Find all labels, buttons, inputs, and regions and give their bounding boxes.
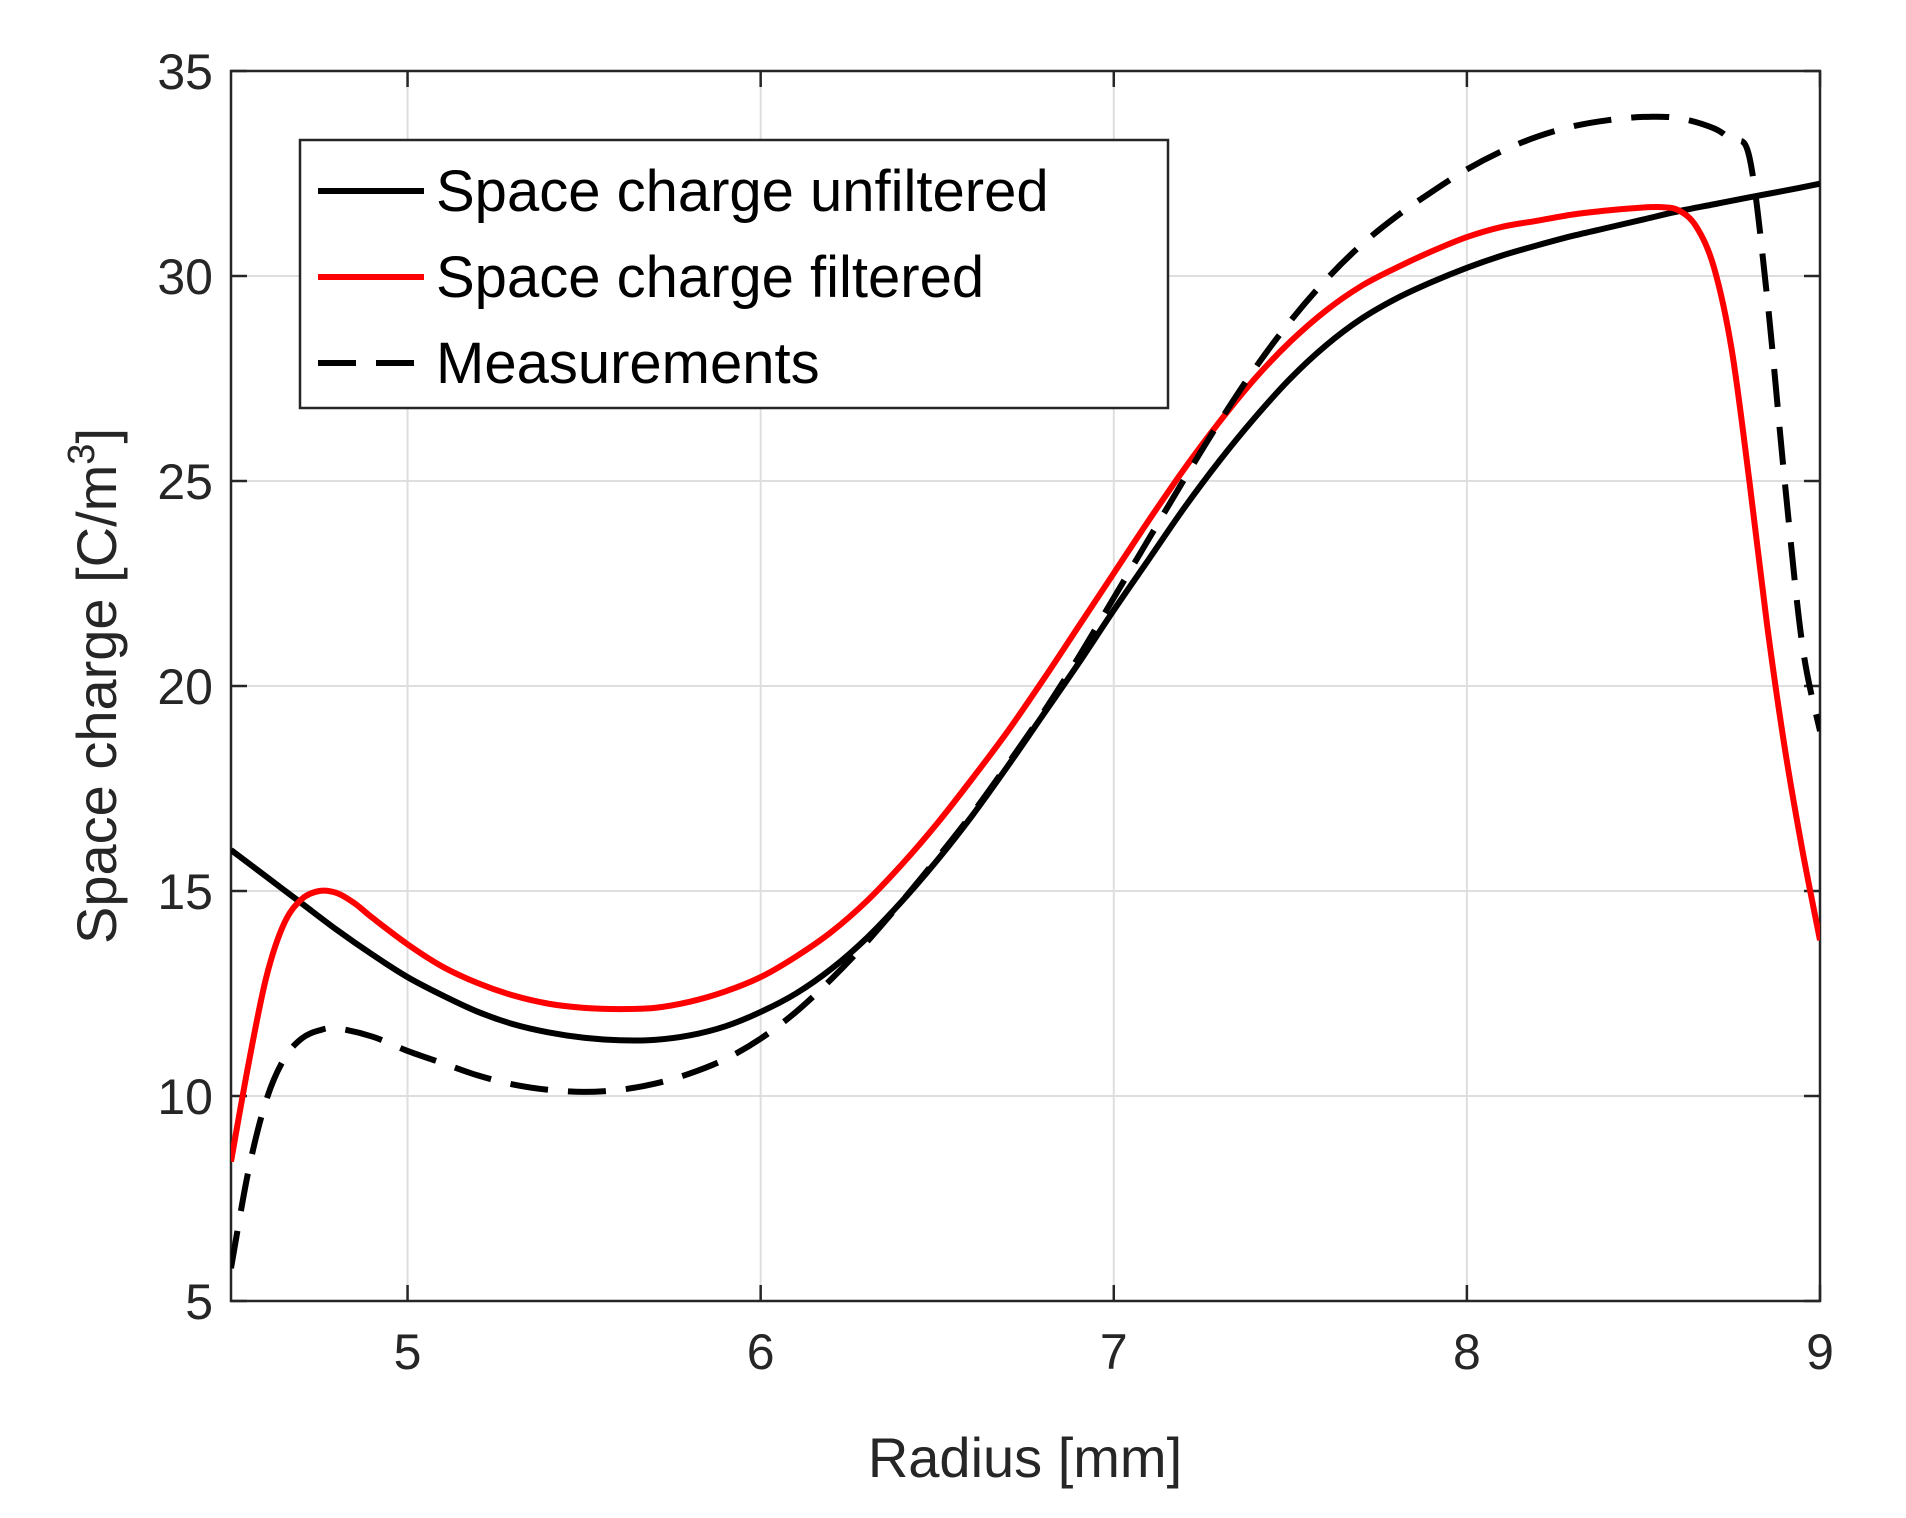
- y-axis-title-suffix: ]: [65, 428, 128, 444]
- y-axis-title-main: Space charge [C/m: [65, 465, 128, 944]
- x-axis-title: Radius [mm]: [868, 1426, 1182, 1489]
- legend-box: [298, 138, 1170, 410]
- legend-label-unfiltered: Space charge unfiltered: [436, 159, 1049, 224]
- y-tick-label: 25: [157, 454, 213, 510]
- y-tick-label: 30: [157, 249, 213, 305]
- series-layer: [231, 113, 1820, 1269]
- y-axis-title: Space charge [C/m3]: [61, 428, 128, 944]
- series-line-measurements: [231, 113, 1820, 1269]
- y-tick-label: 20: [157, 659, 213, 715]
- x-tick-labels: 5 6 7 8 9: [394, 1324, 1834, 1380]
- legend-label-measurements: Measurements: [436, 331, 820, 396]
- y-tick-label: 15: [157, 864, 213, 920]
- legend: Space charge unfiltered Space charge fil…: [298, 138, 1170, 410]
- y-tick-label: 5: [185, 1274, 213, 1330]
- y-tick-label: 35: [157, 44, 213, 100]
- x-tick-label: 5: [394, 1324, 422, 1380]
- y-tick-labels: 5 10 15 20 25 30 35: [157, 44, 213, 1330]
- x-tick-label: 7: [1100, 1324, 1128, 1380]
- x-tick-label: 8: [1453, 1324, 1481, 1380]
- x-tick-label: 9: [1806, 1324, 1834, 1380]
- legend-label-filtered: Space charge filtered: [436, 245, 984, 310]
- x-tick-label: 6: [747, 1324, 775, 1380]
- y-axis-title-superscript: 3: [61, 444, 103, 465]
- y-tick-label: 10: [157, 1069, 213, 1125]
- series-line-filtered: [231, 203, 1820, 1163]
- tick-marks: [231, 69, 1822, 1303]
